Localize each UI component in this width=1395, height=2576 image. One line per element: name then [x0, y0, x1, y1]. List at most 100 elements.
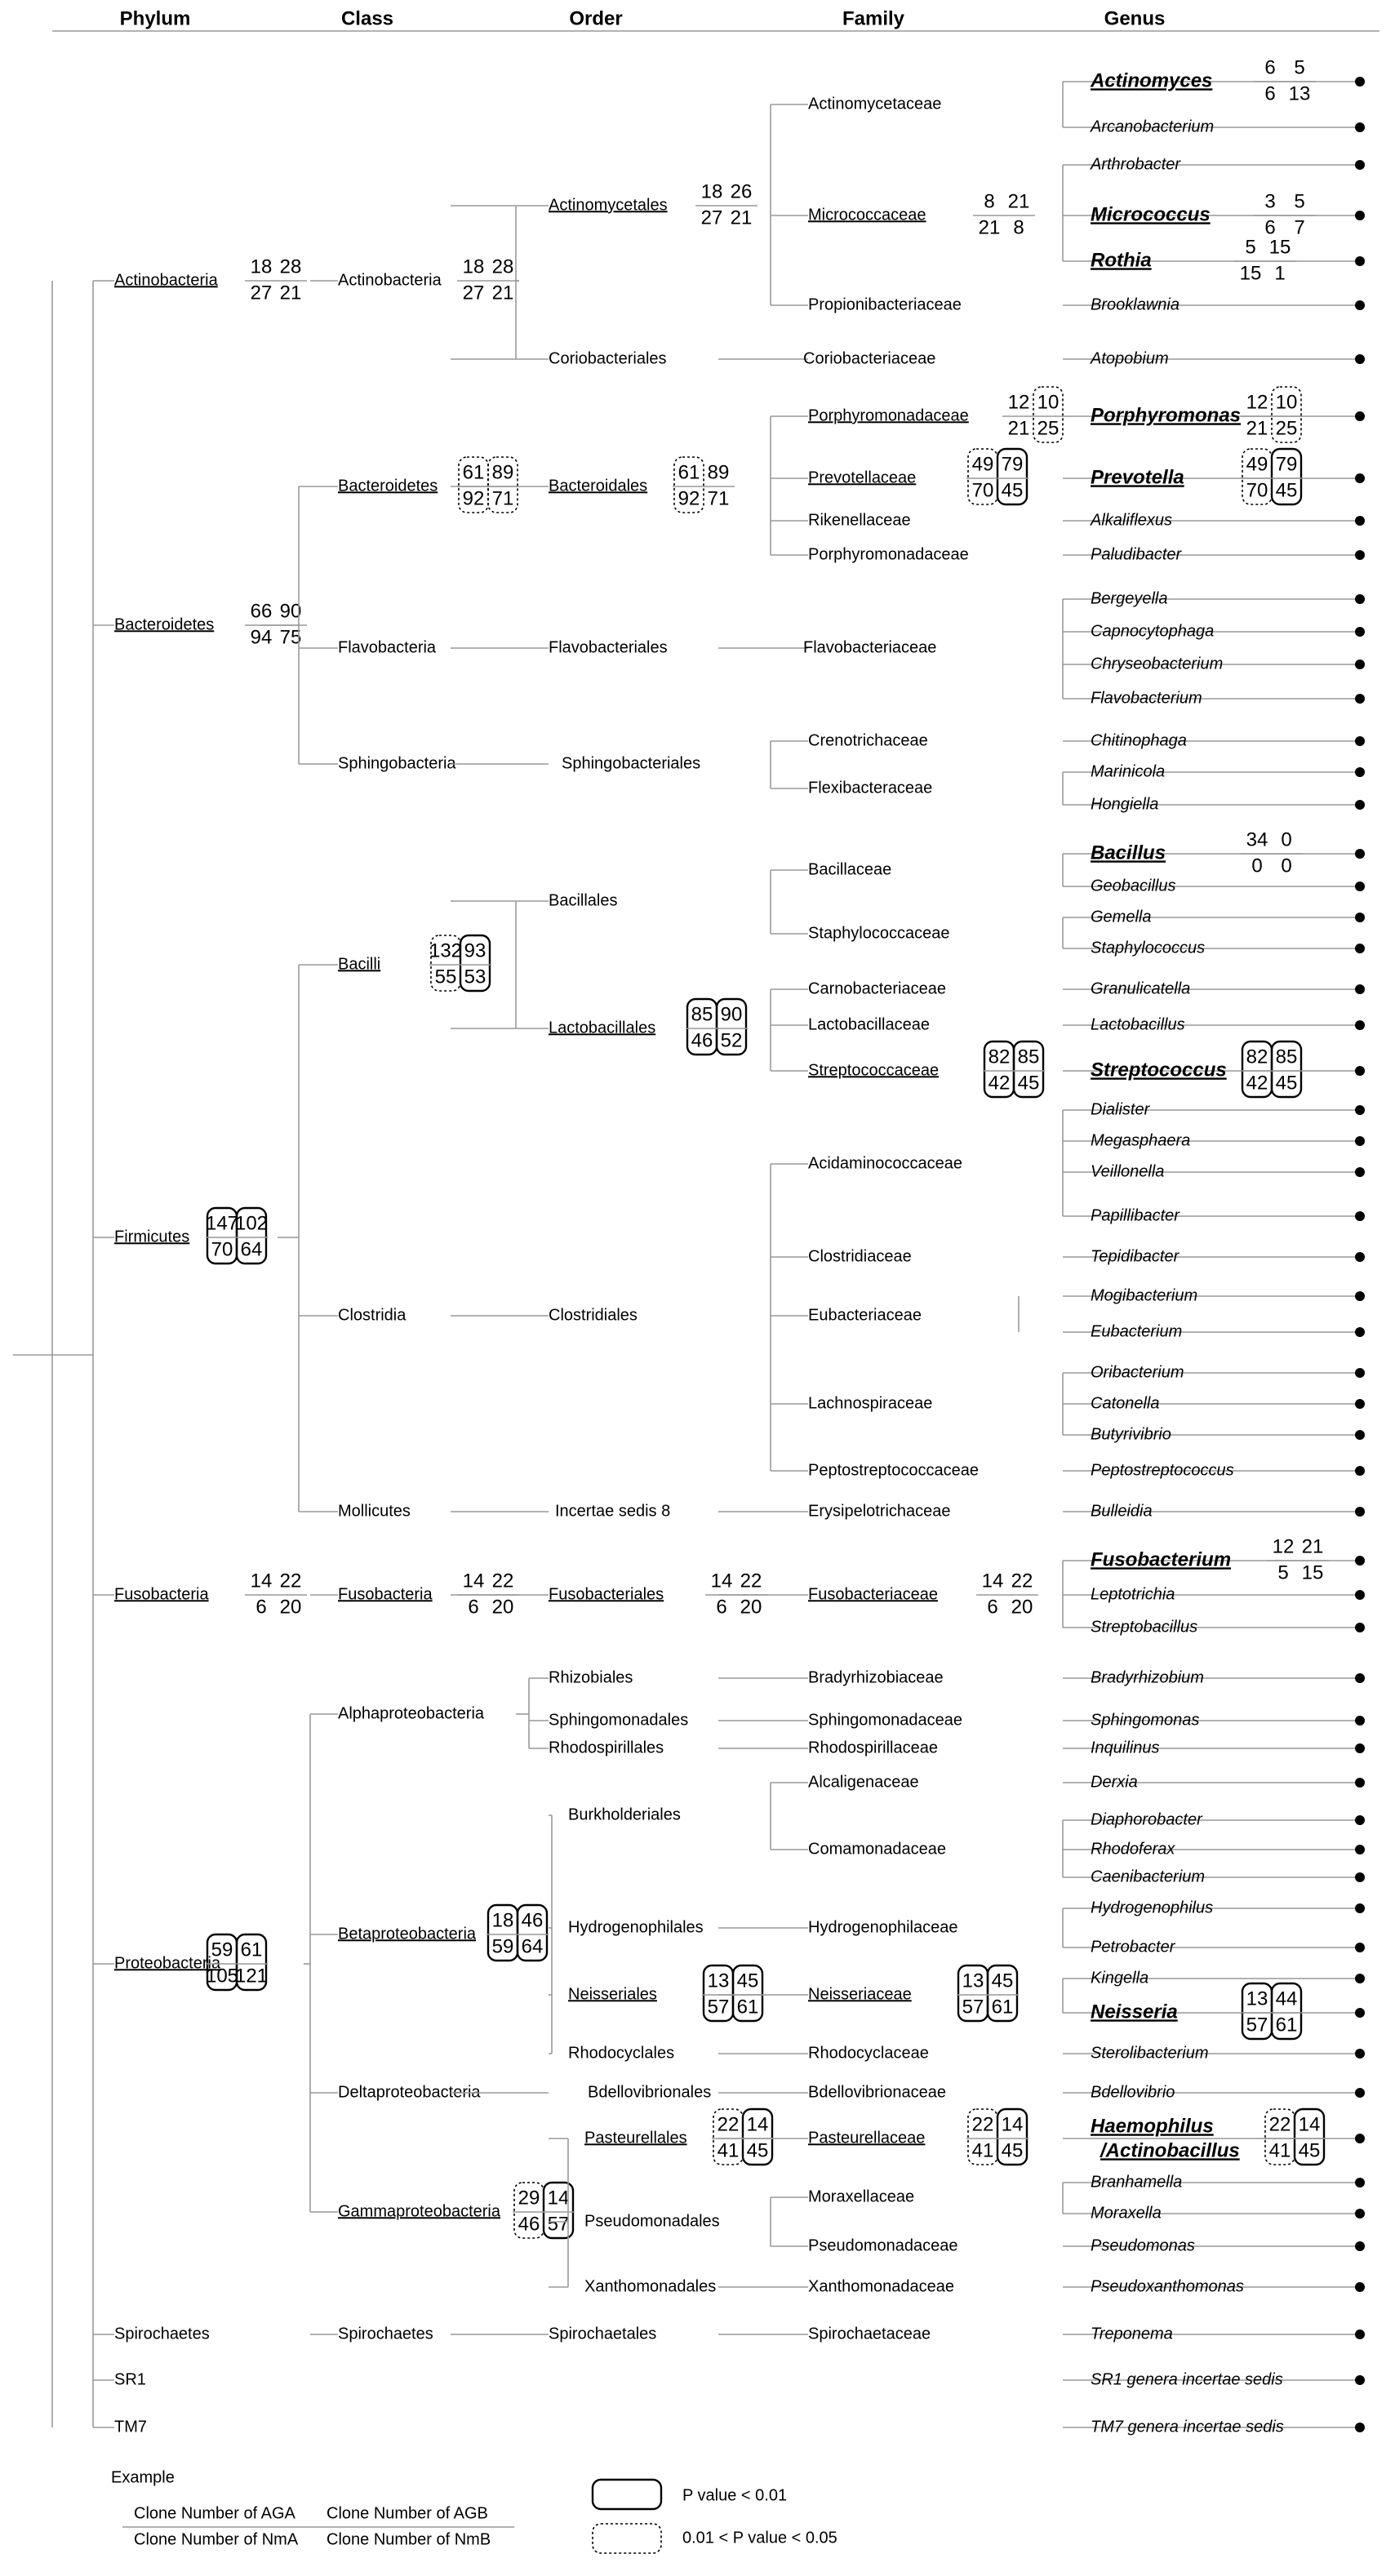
order-neisseriales-counts-box-b [731, 1964, 764, 2023]
leaf-dot [1355, 1778, 1365, 1788]
leaf-dot [1355, 944, 1365, 953]
order-sphingomonadales: Sphingomonadales [549, 1711, 688, 1729]
family-porphyromonadaceae-counts-a-bottom: 21 [1008, 417, 1030, 439]
leaf-dot [1355, 411, 1365, 421]
family-pasteurellaceae-counts-a-bottom: 41 [972, 2139, 994, 2161]
order-pasteurellales: Pasteurellales [584, 2129, 687, 2147]
family-actinomycetaceae: Actinomycetaceae [808, 95, 941, 113]
phylum-fusobacteria-counts-a-top: 14 [251, 1570, 273, 1592]
leaf-dot [1355, 1430, 1365, 1440]
header-genus: Genus [1104, 7, 1166, 29]
phylum-firmicutes-counts-b-top: 102 [235, 1212, 268, 1234]
leaf-dot [1355, 2088, 1365, 2098]
genus-streptococcus-counts-b-bottom: 45 [1276, 1072, 1298, 1094]
genus-bacillus-counts-a-top: 34 [1246, 828, 1268, 851]
family-prevotellaceae-counts-b-bottom: 45 [1002, 479, 1024, 501]
phylum-proteobacteria-counts-box-b [235, 1933, 268, 1992]
leaf-dot [1355, 1716, 1365, 1725]
header-class: Class [341, 7, 393, 29]
order-actinomycetales: Actinomycetales [549, 196, 668, 214]
genus-prevotella-counts-a-bottom: 70 [1246, 479, 1268, 501]
family-peptostreptococcaceae: Peptostreptococcaceae [808, 1461, 979, 1479]
genus-neisseria-counts-b-top: 44 [1276, 1988, 1298, 2010]
class-bacteroidetes-counts-a-bottom: 92 [463, 487, 485, 509]
genus-prevotella-counts-b-top: 79 [1276, 453, 1298, 475]
class-bacteroidetes-counts-a-top: 61 [463, 461, 485, 483]
family-fusobacteriaceae-counts-a-bottom: 6 [987, 1596, 997, 1618]
order-neisseriales-counts-a-top: 13 [708, 1970, 730, 1992]
leaf-dot [1355, 1623, 1365, 1632]
genus-pseudoxanthomonas: Pseudoxanthomonas [1091, 2277, 1244, 2295]
genus-prevotella-counts-a-top: 49 [1246, 453, 1268, 475]
genus-fusobacterium-counts-b-bottom: 15 [1302, 1561, 1324, 1583]
order-bacteroidales-counts-a-top: 61 [678, 461, 700, 483]
leaf-dot [1355, 2178, 1365, 2187]
family-erysipelotrichaceae: Erysipelotrichaceae [808, 1502, 951, 1520]
order-pasteurellales-counts-b-top: 14 [747, 2113, 769, 2135]
phylum-firmicutes-counts-a-top: 147 [206, 1212, 238, 1234]
family-lachnospiraceae: Lachnospiraceae [808, 1394, 932, 1412]
phylum-fusobacteria-counts-a-bottom: 6 [255, 1596, 266, 1618]
phylum-proteobacteria-counts-a-bottom: 105 [206, 1965, 238, 1987]
genus-streptococcus-counts-box-b [1270, 1040, 1303, 1099]
class-sphingobacteria: Sphingobacteria [338, 754, 456, 772]
genus-tm7-genera-incertae-sedis: TM7 genera incertae sedis [1091, 2418, 1284, 2436]
family-acidaminococcaceae: Acidaminococcaceae [808, 1154, 962, 1172]
family-spirochaetaceae: Spirochaetaceae [808, 2325, 931, 2343]
phylum-actinobacteria-counts-a-bottom: 27 [251, 282, 273, 304]
genus-neisseria: Neisseria [1091, 2001, 1178, 2023]
phylum-bacteroidetes-counts-a-top: 66 [251, 600, 273, 622]
phylum-actinobacteria: Actinobacteria [114, 271, 219, 289]
family-pasteurellaceae-counts-b-top: 14 [1002, 2113, 1024, 2135]
phylum-firmicutes-counts-box-b [235, 1206, 268, 1265]
order-lactobacillales: Lactobacillales [549, 1019, 655, 1037]
class-spirochaetes: Spirochaetes [338, 2325, 433, 2343]
leaf-dot [1355, 694, 1365, 704]
family-streptococcaceae-counts-b-top: 85 [1018, 1046, 1040, 1068]
legend-nmb: Clone Number of NmB [327, 2530, 491, 2548]
phylum-fusobacteria: Fusobacteria [114, 1585, 209, 1603]
class-bacteroidetes-counts-box-b [487, 456, 518, 513]
family-streptococcaceae-counts-box-b [1012, 1040, 1045, 1099]
genus-bacillus-counts-a-bottom: 0 [1251, 855, 1262, 877]
family-prevotellaceae-counts-a-bottom: 70 [972, 479, 994, 501]
order-pseudomonadales: Pseudomonadales [584, 2212, 720, 2230]
family-porphyromonadaceae: Porphyromonadaceae [808, 406, 969, 424]
family-rhodocyclaceae: Rhodocyclaceae [808, 2044, 929, 2062]
family-neisseriaceae-counts-b-top: 45 [992, 1970, 1014, 1992]
genus-prevotella-counts-b-bottom: 45 [1276, 479, 1298, 501]
genus-streptococcus-counts-a-top: 82 [1246, 1046, 1268, 1068]
order-lactobacillales-counts-a-bottom: 46 [691, 1029, 713, 1051]
leaf-dot [1355, 913, 1365, 922]
genus-veillonella: Veillonella [1091, 1162, 1164, 1180]
class-flavobacteria: Flavobacteria [338, 638, 437, 656]
order-rhodospirillales: Rhodospirillales [549, 1739, 664, 1757]
genus-porphyromonas: Porphyromonas [1091, 404, 1241, 426]
class-gammaproteobacteria-counts-b-top: 14 [548, 2187, 570, 2209]
genus-prevotella-counts-box-b [1270, 447, 1303, 506]
order-pasteurellales-counts-b-bottom: 45 [747, 2139, 769, 2161]
phylum-sr1: SR1 [114, 2370, 146, 2388]
genus-leptotrichia: Leptotrichia [1091, 1585, 1175, 1603]
leaf-dot [1355, 2134, 1365, 2143]
leaf-dot [1355, 300, 1365, 310]
family-xanthomonadaceae: Xanthomonadaceae [808, 2277, 954, 2295]
family-micrococcaceae: Micrococcaceae [808, 206, 926, 224]
genus-moraxella: Moraxella [1091, 2204, 1162, 2222]
class-actinobacteria-counts-b-top: 28 [492, 255, 514, 278]
leaf-dot [1355, 1590, 1365, 1600]
family-propionibacteriaceae: Propionibacteriaceae [808, 295, 962, 313]
genus-atopobium: Atopobium [1090, 349, 1169, 367]
genus-arcanobacterium: Arcanobacterium [1090, 118, 1214, 135]
class-clostridia: Clostridia [338, 1306, 407, 1324]
family-hydrogenophilaceae: Hydrogenophilaceae [808, 1918, 957, 1936]
genus-dialister: Dialister [1091, 1100, 1151, 1118]
leaf-dot [1355, 211, 1365, 220]
leaf-dot [1355, 2209, 1365, 2218]
genus-derxia: Derxia [1091, 1773, 1138, 1791]
order-spirochaetales: Spirochaetales [549, 2325, 656, 2343]
genus-butyrivibrio: Butyrivibrio [1091, 1425, 1171, 1443]
header-phylum: Phylum [120, 7, 191, 29]
class-betaproteobacteria-counts-b-bottom: 64 [522, 1935, 544, 1957]
leaf-dot [1355, 1066, 1365, 1076]
